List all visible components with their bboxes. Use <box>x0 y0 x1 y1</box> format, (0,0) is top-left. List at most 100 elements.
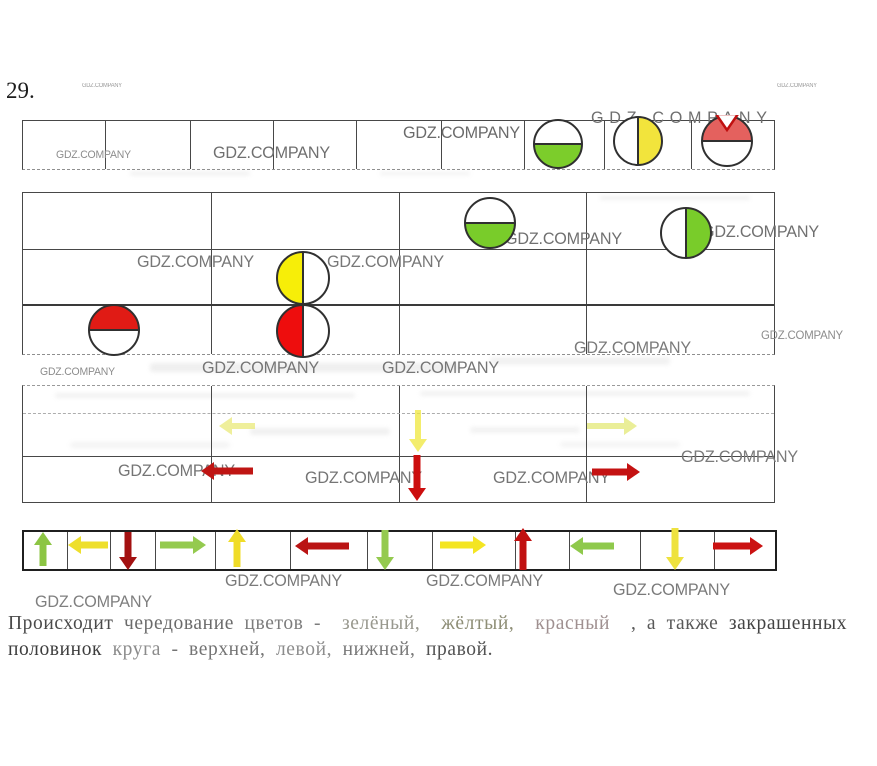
answer-text-span: половинок <box>8 639 113 660</box>
smudge-mark <box>150 363 460 372</box>
watermark: GDZ.COMPANY <box>137 252 254 271</box>
table-line <box>23 456 774 457</box>
watermark: GDZ.COMPANY <box>426 571 543 590</box>
smudge-mark <box>70 442 230 448</box>
watermark: GDZ.COMPANY <box>40 366 115 378</box>
table-line <box>441 121 442 169</box>
arrow-red-down <box>408 455 426 501</box>
arrow-red-right <box>592 463 640 481</box>
circle-diameter-line <box>685 209 687 257</box>
answer-text-span: жёлтый, <box>441 613 536 634</box>
smudge-mark <box>130 172 250 175</box>
circle-diameter-line <box>466 222 514 224</box>
circle-yellow-right-half <box>613 116 663 166</box>
table-line <box>105 121 106 169</box>
arrow-green-up <box>34 532 52 566</box>
answer-text-span: зелёный, <box>342 613 442 634</box>
watermark: GDZ.COMPANY <box>35 592 152 611</box>
table-line <box>23 413 774 415</box>
answer-text-span: , а также <box>620 613 729 634</box>
table-line <box>367 532 368 569</box>
table-line <box>604 121 605 169</box>
table-line <box>110 532 111 569</box>
circle-red-top-half <box>701 115 753 167</box>
smudge-mark <box>420 391 750 396</box>
watermark: GDZ.COMPANY <box>493 468 610 487</box>
arrow-red-left <box>201 462 253 480</box>
table-line <box>190 121 191 169</box>
watermark: GDZ.COMPANY <box>213 143 330 162</box>
table-line <box>691 121 692 169</box>
arrow-yellow-right <box>440 536 486 554</box>
watermark: GDZ.COMPANY <box>681 447 798 466</box>
answer-text-span: цветов - <box>244 613 342 634</box>
circle-notch <box>715 115 739 132</box>
circle-green-right-half <box>660 207 712 259</box>
circle-diameter-line <box>535 143 581 145</box>
answer-text-span: нижней, <box>342 639 426 660</box>
watermark: GDZ.COMPANY <box>613 580 730 599</box>
watermark: GDZ.COMPANY <box>702 222 819 241</box>
answer-text-line-2: половинок круга - верхней, левой, нижней… <box>8 637 493 662</box>
watermark: GDZ.COMPANY <box>403 123 520 142</box>
answer-text-span: - верхней, <box>171 639 276 660</box>
table-line <box>399 386 400 502</box>
answer-text-span: закрашенных <box>728 613 848 634</box>
pattern-row-top <box>22 120 775 170</box>
watermark: GDZ.COMPANY <box>327 252 444 271</box>
table-line <box>569 532 570 569</box>
pattern-grid-circles <box>22 192 775 355</box>
arrow-green-right <box>160 536 206 554</box>
table-line <box>586 193 587 354</box>
smudge-mark <box>560 442 680 447</box>
table-line <box>714 532 715 569</box>
table-line <box>524 121 525 169</box>
arrow-yellow-right-faint <box>587 417 637 435</box>
circle-diameter-line <box>90 329 138 331</box>
table-line <box>273 121 274 169</box>
arrow-strip <box>22 530 777 571</box>
arrow-yellow-down-faint <box>409 410 427 452</box>
table-line <box>290 532 291 569</box>
table-line <box>515 532 516 569</box>
answer-text-span: правой. <box>425 639 494 660</box>
watermark: GDZ.COMPANY <box>225 571 342 590</box>
watermark: GDZ.COMPANY <box>761 328 843 342</box>
answer-text-span: левой, <box>275 639 343 660</box>
watermark: GDZ.COMPANY <box>202 358 319 377</box>
table-line <box>399 193 400 354</box>
watermark: GDZ.COMPANY <box>305 468 422 487</box>
smudge-mark <box>600 196 750 200</box>
smudge-mark <box>470 427 580 433</box>
answer-text-span: чередование <box>123 613 245 634</box>
watermark: GDZ.COMPANY <box>82 83 122 89</box>
smudge-mark <box>55 393 355 398</box>
arrow-green-left <box>570 537 614 555</box>
table-line <box>432 532 433 569</box>
arrow-yellow-left-faint <box>219 417 255 435</box>
table-line <box>155 532 156 569</box>
arrow-green-down <box>376 530 394 570</box>
table-line <box>586 386 587 502</box>
answer-text-span: Происходит <box>8 613 124 634</box>
pattern-grid-arrows <box>22 385 775 503</box>
table-line <box>211 193 212 354</box>
watermark: GDZ.COMPANY <box>118 461 235 480</box>
circle-diameter-line <box>302 253 304 303</box>
arrow-red-right <box>713 537 763 555</box>
circle-diameter-line <box>637 118 639 164</box>
table-line <box>23 304 774 306</box>
arrow-red-left <box>295 537 349 555</box>
table-line <box>640 532 641 569</box>
watermark: GDZ.COMPANY <box>56 149 131 161</box>
table-line <box>23 249 774 250</box>
watermark: GDZ.COMPANY <box>777 83 817 89</box>
smudge-mark <box>490 357 670 365</box>
table-line <box>211 386 212 502</box>
answer-text-span: красный <box>535 613 621 634</box>
watermark: GDZ.COMPANY <box>505 229 622 248</box>
watermark: GDZ.COMPANY <box>382 358 499 377</box>
answer-text-span: круга <box>112 639 172 660</box>
circle-red-top-half <box>88 304 140 356</box>
